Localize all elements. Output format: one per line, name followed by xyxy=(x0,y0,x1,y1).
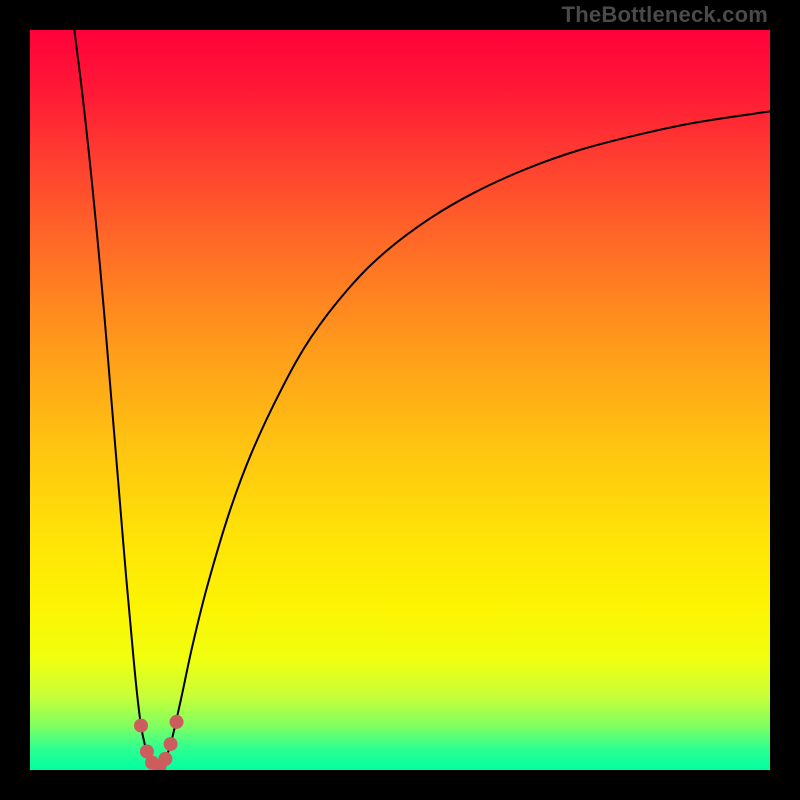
curves-layer xyxy=(30,30,770,770)
bottleneck-marker xyxy=(158,752,172,766)
watermark-text: TheBottleneck.com xyxy=(562,2,768,28)
bottleneck-marker xyxy=(134,719,148,733)
bottleneck-marker xyxy=(170,715,184,729)
bottleneck-marker xyxy=(164,737,178,751)
bottleneck-curve-left xyxy=(74,30,174,767)
plot-area xyxy=(30,30,770,770)
bottleneck-curve-right xyxy=(174,111,770,729)
figure-root: TheBottleneck.com xyxy=(0,0,800,800)
